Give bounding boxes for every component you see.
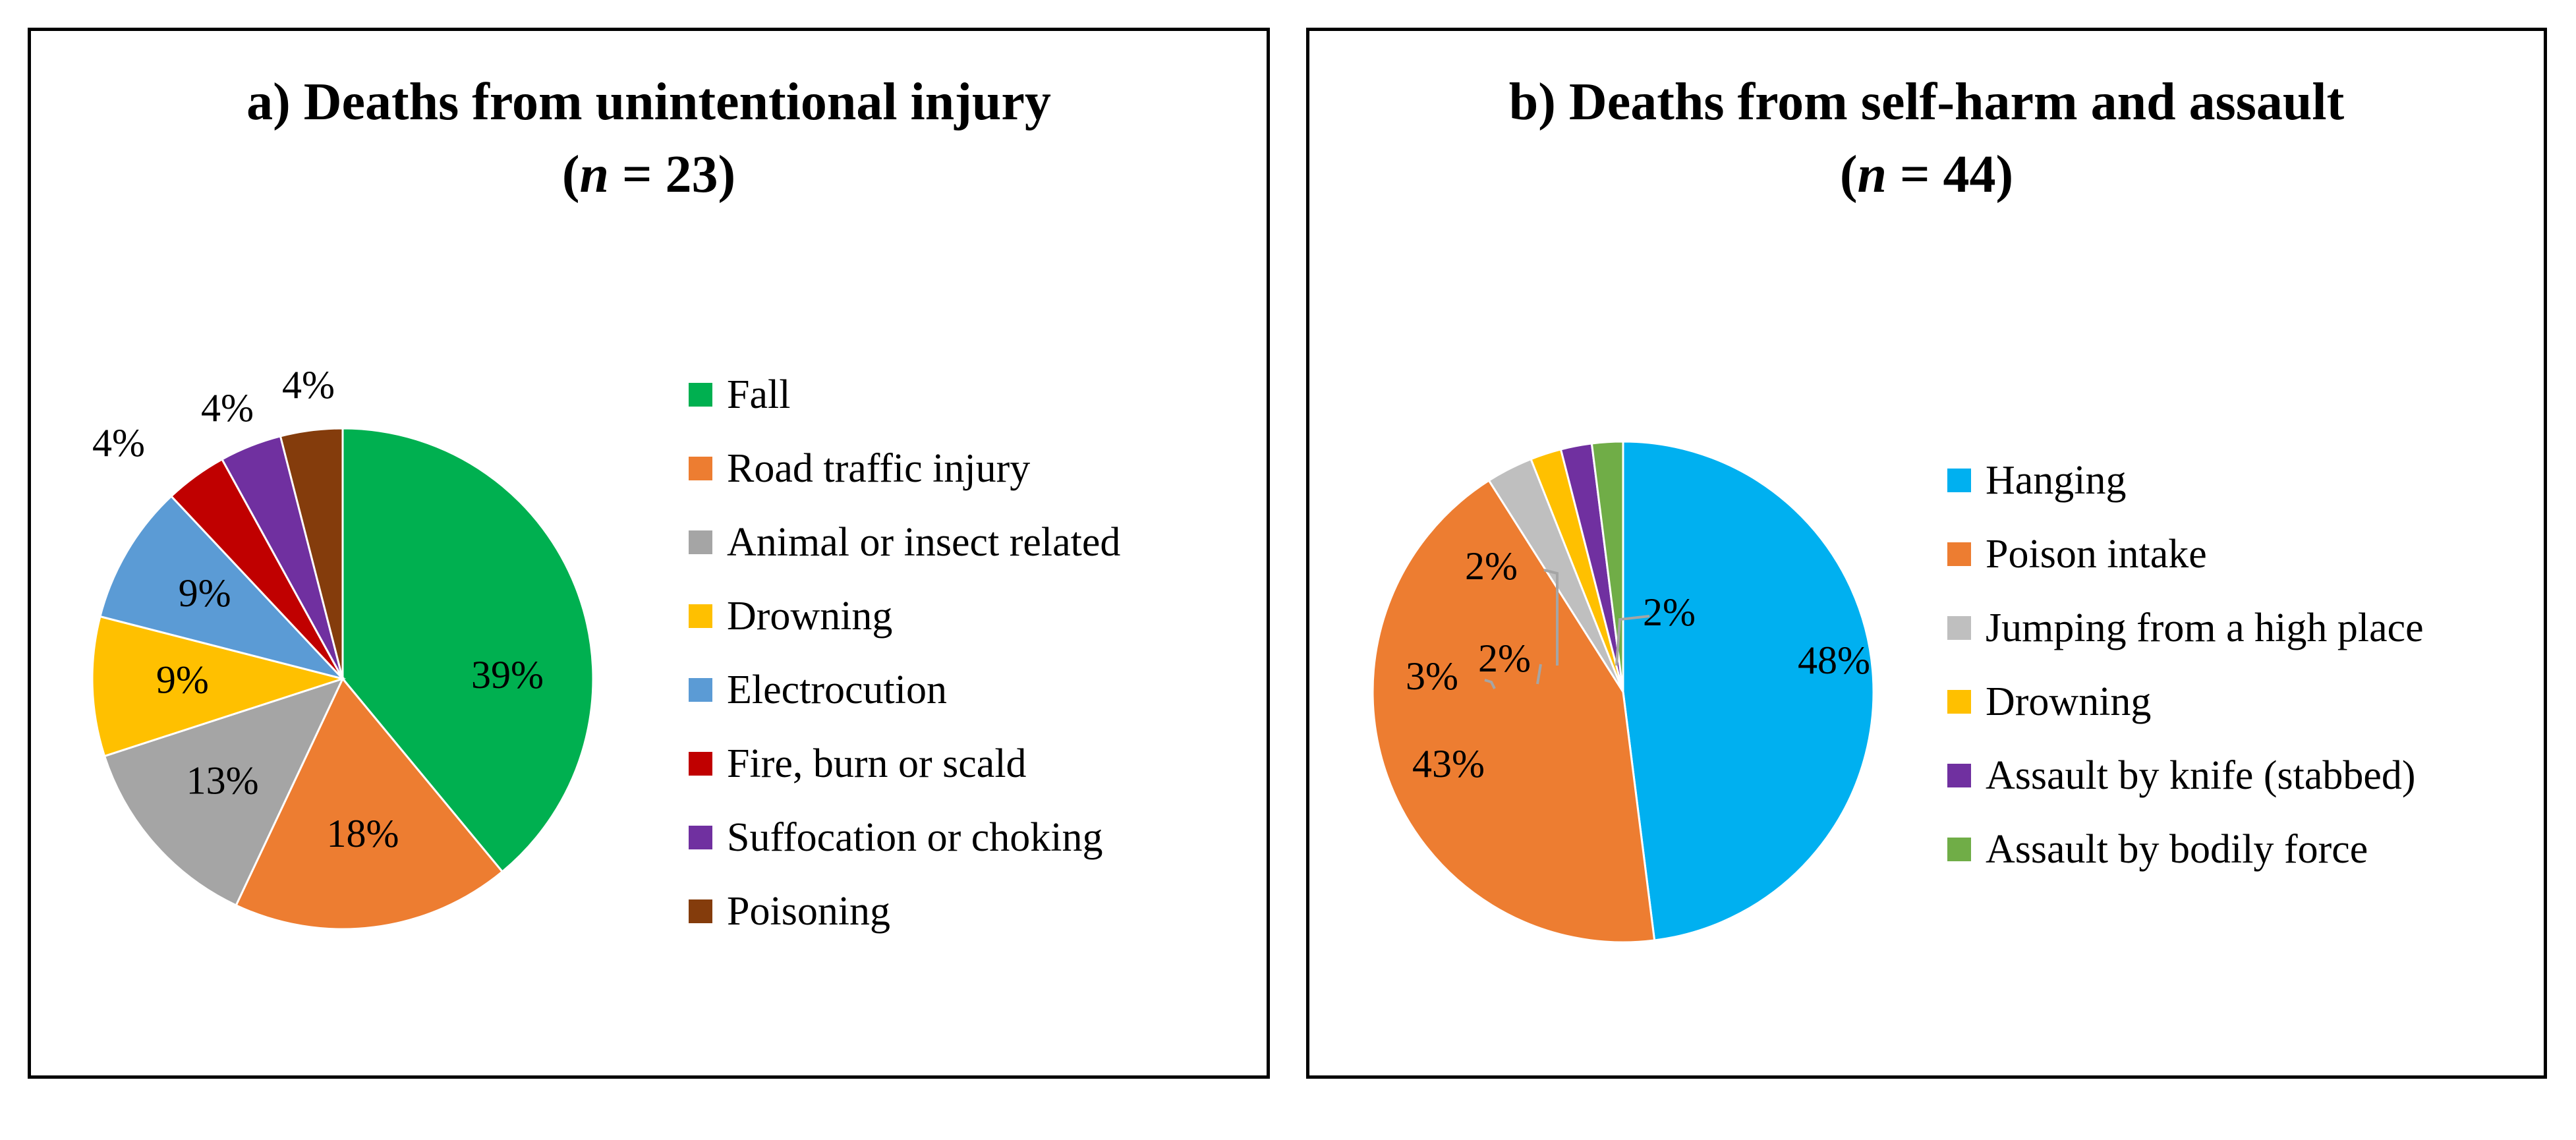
legend-swatch bbox=[689, 530, 712, 554]
chart-subtitle: (n = 23) bbox=[31, 148, 1267, 201]
data-label: 2% bbox=[1643, 590, 1696, 634]
leader-line bbox=[1615, 615, 1650, 666]
legend-item: Poison intake bbox=[1947, 517, 2424, 591]
legend-swatch bbox=[1947, 838, 1971, 861]
legend-label: Drowning bbox=[1986, 679, 2152, 724]
legend-item: Drowning bbox=[1947, 665, 2424, 739]
pie-slice-assault-by-bodily-force bbox=[1590, 440, 1624, 693]
legend-item: Suffocation or choking bbox=[689, 801, 1120, 874]
leader-line bbox=[1484, 679, 1496, 689]
legend-label: Fire, burn or scald bbox=[727, 741, 1027, 786]
legend-swatch bbox=[1947, 690, 1971, 714]
legend-item: Poisoning bbox=[689, 874, 1120, 948]
chart-subtitle: (n = 44) bbox=[1309, 148, 2544, 201]
legend-swatch bbox=[1947, 542, 1971, 566]
legend-label: Poisoning bbox=[727, 888, 891, 934]
pie-slice-poisoning bbox=[279, 427, 344, 679]
legend-swatch bbox=[689, 604, 712, 628]
data-label: 4% bbox=[201, 386, 254, 430]
data-label: 13% bbox=[186, 759, 259, 803]
legend-swatch bbox=[689, 899, 712, 923]
legend-item: Electrocution bbox=[689, 653, 1120, 727]
pie-slice-animal-or-insect-related bbox=[103, 677, 345, 907]
pie-slice-hanging bbox=[1622, 440, 1875, 942]
legend-label: Fall bbox=[727, 372, 791, 417]
leader-line bbox=[1536, 664, 1542, 685]
legend-label: Electrocution bbox=[727, 667, 947, 712]
data-label: 3% bbox=[1406, 654, 1458, 698]
data-label: 4% bbox=[92, 421, 145, 465]
legend-label: Suffocation or choking bbox=[727, 814, 1103, 860]
data-label: 43% bbox=[1412, 742, 1485, 785]
data-label: 2% bbox=[1478, 637, 1531, 680]
pie-slice-electrocution bbox=[99, 494, 346, 681]
legend-swatch bbox=[689, 678, 712, 702]
pie-slice-fall bbox=[341, 427, 594, 873]
legend-swatch bbox=[689, 457, 712, 480]
legend-label: Assault by bodily force bbox=[1986, 826, 2368, 872]
data-label: 39% bbox=[471, 653, 544, 697]
legend-swatch bbox=[689, 826, 712, 849]
legend-label: Assault by knife (stabbed) bbox=[1986, 753, 2416, 798]
chart-title: b) Deaths from self-harm and assault bbox=[1508, 73, 2345, 131]
legend-swatch bbox=[689, 752, 712, 776]
pie-slice-drowning bbox=[91, 615, 347, 758]
subtitle-prefix: ( bbox=[1839, 146, 1858, 204]
legend-item: Assault by bodily force bbox=[1947, 812, 2424, 886]
legend-label: Jumping from a high place bbox=[1986, 605, 2424, 650]
legend: Hanging Poison intake Jumping from a high … bbox=[1947, 443, 2424, 886]
legend-swatch bbox=[1947, 469, 1971, 492]
pie-chart: 39% 18% 13% 9% 9% 4% 4% 4% bbox=[91, 363, 594, 930]
subtitle-prefix: ( bbox=[561, 146, 580, 204]
data-label: 2% bbox=[1465, 544, 1518, 588]
subtitle-rest: = 44) bbox=[1886, 146, 2014, 204]
legend-label: Animal or insect related bbox=[727, 519, 1121, 565]
subtitle-variable: n bbox=[579, 146, 609, 204]
legend-item: Fire, burn or scald bbox=[689, 727, 1120, 801]
legend-item: Road traffic injury bbox=[689, 432, 1120, 505]
chart-panel-a: a) Deaths from unintentional injury (n =… bbox=[28, 28, 1270, 1079]
legend-swatch bbox=[1947, 616, 1971, 640]
legend-label: Drowning bbox=[727, 593, 893, 639]
legend-item: Animal or insect related bbox=[689, 505, 1120, 579]
data-label: 18% bbox=[326, 812, 399, 855]
data-label: 48% bbox=[1798, 639, 1870, 682]
pie-chart: 48% 43% 3% 2% 2% 2% bbox=[1371, 440, 1875, 944]
chart-title: a) Deaths from unintentional injury bbox=[246, 73, 1051, 131]
data-label: 4% bbox=[282, 363, 335, 407]
legend-swatch bbox=[1947, 764, 1971, 787]
data-label: 9% bbox=[156, 658, 209, 701]
legend: Fall Road traffic injury Animal or insect … bbox=[689, 358, 1120, 948]
legend-item: Fall bbox=[689, 358, 1120, 432]
legend-label: Road traffic injury bbox=[727, 445, 1031, 491]
pie-slice-road-traffic-injury bbox=[235, 677, 504, 930]
legend-item: Drowning bbox=[689, 579, 1120, 653]
legend-item: Hanging bbox=[1947, 443, 2424, 517]
leader-line bbox=[1543, 569, 1559, 666]
chart-panel-b: b) Deaths from self-harm and assault (n … bbox=[1306, 28, 2547, 1079]
legend-label: Poison intake bbox=[1986, 531, 2207, 577]
pie-slice-poison-intake bbox=[1371, 479, 1656, 944]
legend-item: Jumping from a high place bbox=[1947, 591, 2424, 665]
subtitle-variable: n bbox=[1857, 146, 1887, 204]
subtitle-rest: = 23) bbox=[608, 146, 736, 204]
legend-label: Hanging bbox=[1986, 457, 2127, 503]
legend-swatch bbox=[689, 383, 712, 407]
legend-item: Assault by knife (stabbed) bbox=[1947, 739, 2424, 812]
data-label: 9% bbox=[179, 571, 231, 615]
